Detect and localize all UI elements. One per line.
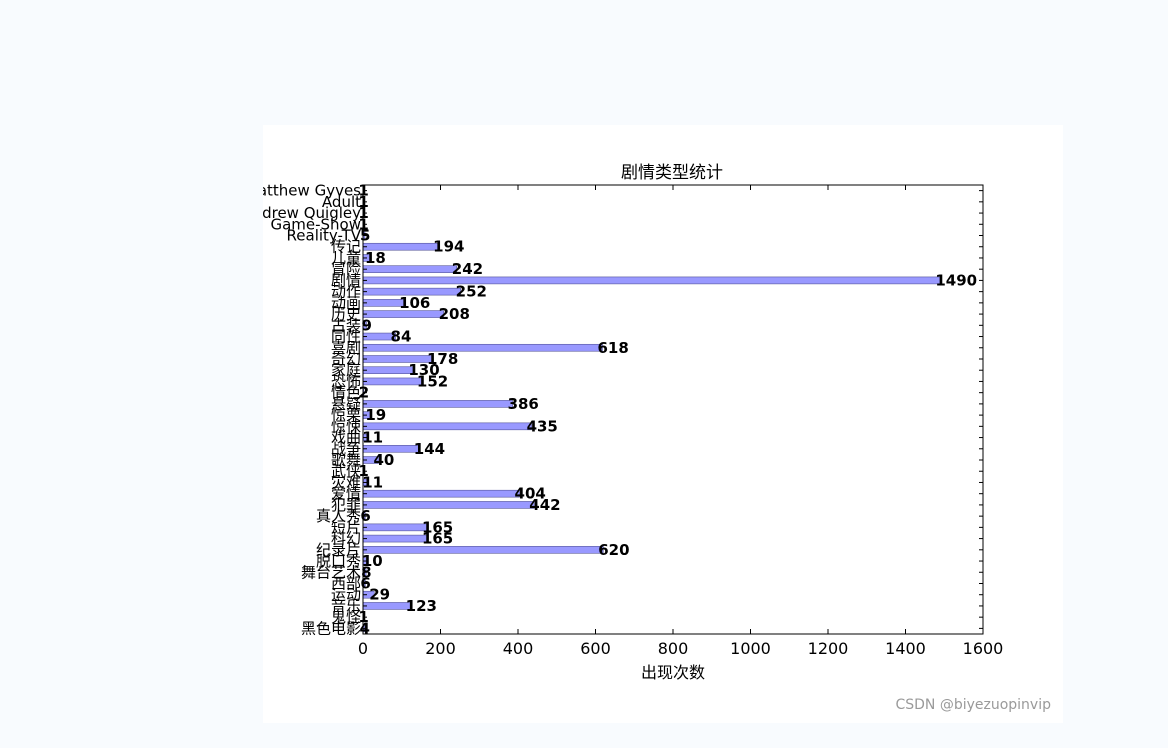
bar-chart: 剧情类型统计 111151941824214902521062089846181…: [263, 163, 1004, 682]
bar-value-label: 29: [369, 586, 390, 604]
bar-value-label: 11: [362, 429, 383, 447]
category-tick-label: 儿童: [331, 249, 361, 267]
category-tick-label: 冒险: [331, 260, 361, 278]
category-tick-label: 动画: [331, 294, 361, 312]
category-tick-label: 奇幻: [331, 350, 361, 368]
category-tick-label: Game-Show: [270, 215, 361, 233]
bar-value-label: 404: [515, 485, 546, 503]
x-tick-label: 1600: [963, 639, 1004, 658]
bar-value-label: 165: [422, 518, 453, 536]
category-tick-label: 惊栗: [331, 406, 361, 424]
bar-value-label: 208: [439, 305, 470, 323]
category-tick-label: 惊悚: [331, 417, 361, 435]
bar: [362, 523, 428, 532]
category-tick-label: 家庭: [331, 361, 361, 379]
category-tick-label: 传记: [331, 238, 361, 256]
category-tick-label: 古装: [331, 316, 361, 334]
bar-value-label: 1490: [935, 271, 977, 289]
category-tick-label: 纪录片: [316, 541, 361, 559]
plot-frame: [362, 184, 984, 635]
x-tick-label: 0: [358, 639, 368, 658]
bar: [362, 422, 532, 431]
bar: [362, 534, 428, 543]
bar-value-label: 435: [527, 417, 558, 435]
bar-value-label: 618: [597, 339, 628, 357]
category-tick-label: 真人秀: [316, 507, 361, 525]
category-tick-label: 戏曲: [331, 429, 361, 447]
category-tick-label: 悬疑: [331, 395, 361, 413]
bar-value-label: 10: [362, 552, 383, 570]
watermark: CSDN @biyezuopinvip: [895, 697, 1051, 713]
bar: [362, 299, 405, 307]
category-tick-label: 历史: [331, 305, 361, 323]
bar-value-label: 84: [391, 328, 412, 346]
category-tick-label: 科幻: [331, 530, 361, 548]
category-tick-label: 灾难: [331, 473, 361, 491]
bar-value-label: 242: [452, 260, 483, 278]
category-tick-label: 西部: [331, 574, 361, 592]
category-tick-label: 黑色电影: [301, 619, 361, 637]
bar-value-label: 194: [433, 238, 464, 256]
x-tick-label: 1200: [808, 639, 849, 658]
bar-value-label: 19: [365, 406, 386, 424]
category-tick-label: 运动: [331, 586, 361, 604]
category-tick-label: 情色: [331, 384, 361, 402]
category-tick-label: 战争: [331, 440, 361, 458]
bar: [362, 546, 604, 554]
category-tick-label: 脱口秀: [316, 552, 361, 570]
x-tick-label: 800: [658, 639, 689, 658]
bar-value-label: 442: [529, 496, 560, 514]
bar-value-label: 130: [408, 361, 439, 379]
category-tick-label: 喜剧: [331, 339, 361, 357]
category-tick-label: 短片: [331, 518, 361, 536]
category-tick-label: 舞台艺术: [301, 563, 361, 581]
category-tick-label: Reality-TV: [287, 227, 362, 245]
chart-figure: 剧情类型统计 1 1 1 1 5 194 18 242 1490 252 106 208 9 84 618 1…: [263, 125, 1063, 723]
x-tick-label: 1000: [730, 639, 771, 658]
category-tick-label: 武侠: [331, 462, 361, 480]
category-tick-label: Matthew Gyves: [263, 182, 361, 200]
bar-value-label: 123: [406, 597, 437, 615]
category-tick-label: 恐怖: [331, 372, 361, 390]
bar-value-label: 178: [427, 350, 458, 368]
chart-title: 剧情类型统计: [621, 163, 723, 183]
category-tick-label: 剧情: [331, 271, 361, 289]
x-tick-label: 400: [503, 639, 534, 658]
bar: [362, 276, 941, 285]
category-tick-label: 动作: [331, 283, 361, 301]
bar-value-label: 18: [365, 249, 386, 267]
category-tick-label: 歌舞: [331, 451, 361, 469]
bar-value-label: 620: [598, 541, 629, 559]
x-tick-label: 1400: [885, 639, 926, 658]
category-tick-label: Andrew Quigley: [263, 204, 361, 222]
x-axis-label: 出现次数: [641, 663, 705, 682]
category-tick-label: 鬼怪: [331, 608, 361, 626]
category-tick-label: 音乐: [331, 597, 361, 615]
bar: [362, 489, 520, 498]
x-tick-label: 600: [580, 639, 611, 658]
bar: [362, 501, 535, 509]
category-tick-label: 犯罪: [331, 496, 361, 514]
category-tick-label: 同性: [331, 328, 361, 346]
bar-value-label: 386: [508, 395, 539, 413]
bar-value-label: 252: [456, 283, 487, 301]
bar-value-label: 152: [417, 372, 448, 390]
category-tick-label: 爱情: [331, 485, 361, 503]
category-tick-label: Adult: [322, 193, 361, 211]
bar-value-label: 40: [374, 451, 395, 469]
bar-value-label: 144: [414, 440, 445, 458]
bar-value-label: 11: [362, 473, 383, 491]
bar-value-label: 106: [399, 294, 430, 312]
bar-value-label: 165: [422, 530, 453, 548]
bar: [362, 366, 414, 374]
x-tick-label: 200: [425, 639, 456, 658]
